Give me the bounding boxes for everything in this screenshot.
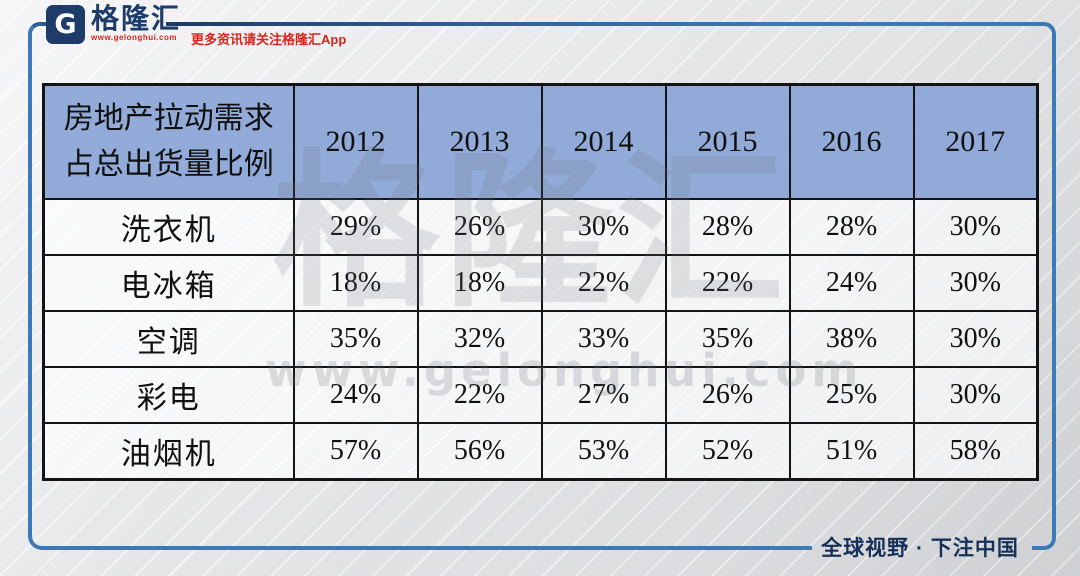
table-header-row: 房地产拉动需求 占总出货量比例 2012 2013 2014 2015 2016… [42, 83, 1039, 200]
frame-left-bottom-line [28, 40, 812, 550]
year-header-2015: 2015 [664, 83, 791, 200]
value-cell: 28% [664, 198, 791, 256]
row-label: 电冰箱 [42, 254, 295, 312]
value-cell: 57% [292, 422, 419, 481]
table-row: 空调 35% 32% 33% 35% 38% 30% [42, 310, 1039, 368]
value-cell: 51% [788, 422, 915, 481]
value-cell: 18% [416, 254, 543, 312]
year-header-2012: 2012 [292, 83, 419, 200]
value-cell: 22% [416, 366, 543, 424]
gelonghui-logo-icon: G [46, 5, 85, 44]
value-cell: 29% [292, 198, 419, 256]
value-cell: 52% [664, 422, 791, 481]
year-header-2014: 2014 [540, 83, 667, 200]
value-cell: 26% [664, 366, 791, 424]
table-row: 油烟机 57% 56% 53% 52% 51% 58% [42, 422, 1039, 481]
shipment-share-table: 房地产拉动需求 占总出货量比例 2012 2013 2014 2015 2016… [42, 83, 1039, 481]
value-cell: 32% [416, 310, 543, 368]
value-cell: 24% [788, 254, 915, 312]
table-corner-header: 房地产拉动需求 占总出货量比例 [42, 83, 295, 200]
brand-url: www.gelonghui.com [91, 33, 177, 42]
table-row: 电冰箱 18% 18% 22% 22% 24% 30% [42, 254, 1039, 312]
brand-text-block: 格隆汇 www.gelonghui.com [91, 5, 181, 42]
row-label: 油烟机 [42, 422, 295, 481]
corner-header-line2: 占总出货量比例 [63, 148, 274, 181]
row-label: 洗衣机 [42, 198, 295, 256]
value-cell: 30% [912, 254, 1039, 312]
brand-header: G 格隆汇 www.gelonghui.com 更多资讯请关注格隆汇App [46, 5, 346, 48]
row-label: 彩电 [42, 366, 295, 424]
value-cell: 27% [540, 366, 667, 424]
value-cell: 53% [540, 422, 667, 481]
frame-top-line [166, 22, 1032, 26]
table-row: 洗衣机 29% 26% 30% 28% 28% 30% [42, 198, 1039, 256]
value-cell: 35% [292, 310, 419, 368]
value-cell: 30% [912, 310, 1039, 368]
value-cell: 30% [912, 198, 1039, 256]
value-cell: 58% [912, 422, 1039, 481]
value-cell: 28% [788, 198, 915, 256]
footer-slogan: 全球视野 · 下注中国 [821, 537, 1019, 560]
brand-name: 格隆汇 [91, 3, 182, 34]
value-cell: 18% [292, 254, 419, 312]
table-container: 房地产拉动需求 占总出货量比例 2012 2013 2014 2015 2016… [42, 83, 1039, 481]
value-cell: 22% [664, 254, 791, 312]
value-cell: 56% [416, 422, 543, 481]
year-header-2013: 2013 [416, 83, 543, 200]
value-cell: 30% [540, 198, 667, 256]
value-cell: 26% [416, 198, 543, 256]
frame-top-left-corner [28, 22, 54, 52]
table-row: 彩电 24% 22% 27% 26% 25% 30% [42, 366, 1039, 424]
frame-right-bracket [1032, 22, 1056, 550]
brand-tagline: 更多资讯请关注格隆汇App [191, 32, 347, 47]
value-cell: 24% [292, 366, 419, 424]
value-cell: 38% [788, 310, 915, 368]
row-label: 空调 [42, 310, 295, 368]
year-header-2017: 2017 [912, 83, 1039, 200]
value-cell: 33% [540, 310, 667, 368]
value-cell: 22% [540, 254, 667, 312]
value-cell: 30% [912, 366, 1039, 424]
corner-header-line1: 房地产拉动需求 [63, 102, 274, 135]
value-cell: 35% [664, 310, 791, 368]
value-cell: 25% [788, 366, 915, 424]
year-header-2016: 2016 [788, 83, 915, 200]
